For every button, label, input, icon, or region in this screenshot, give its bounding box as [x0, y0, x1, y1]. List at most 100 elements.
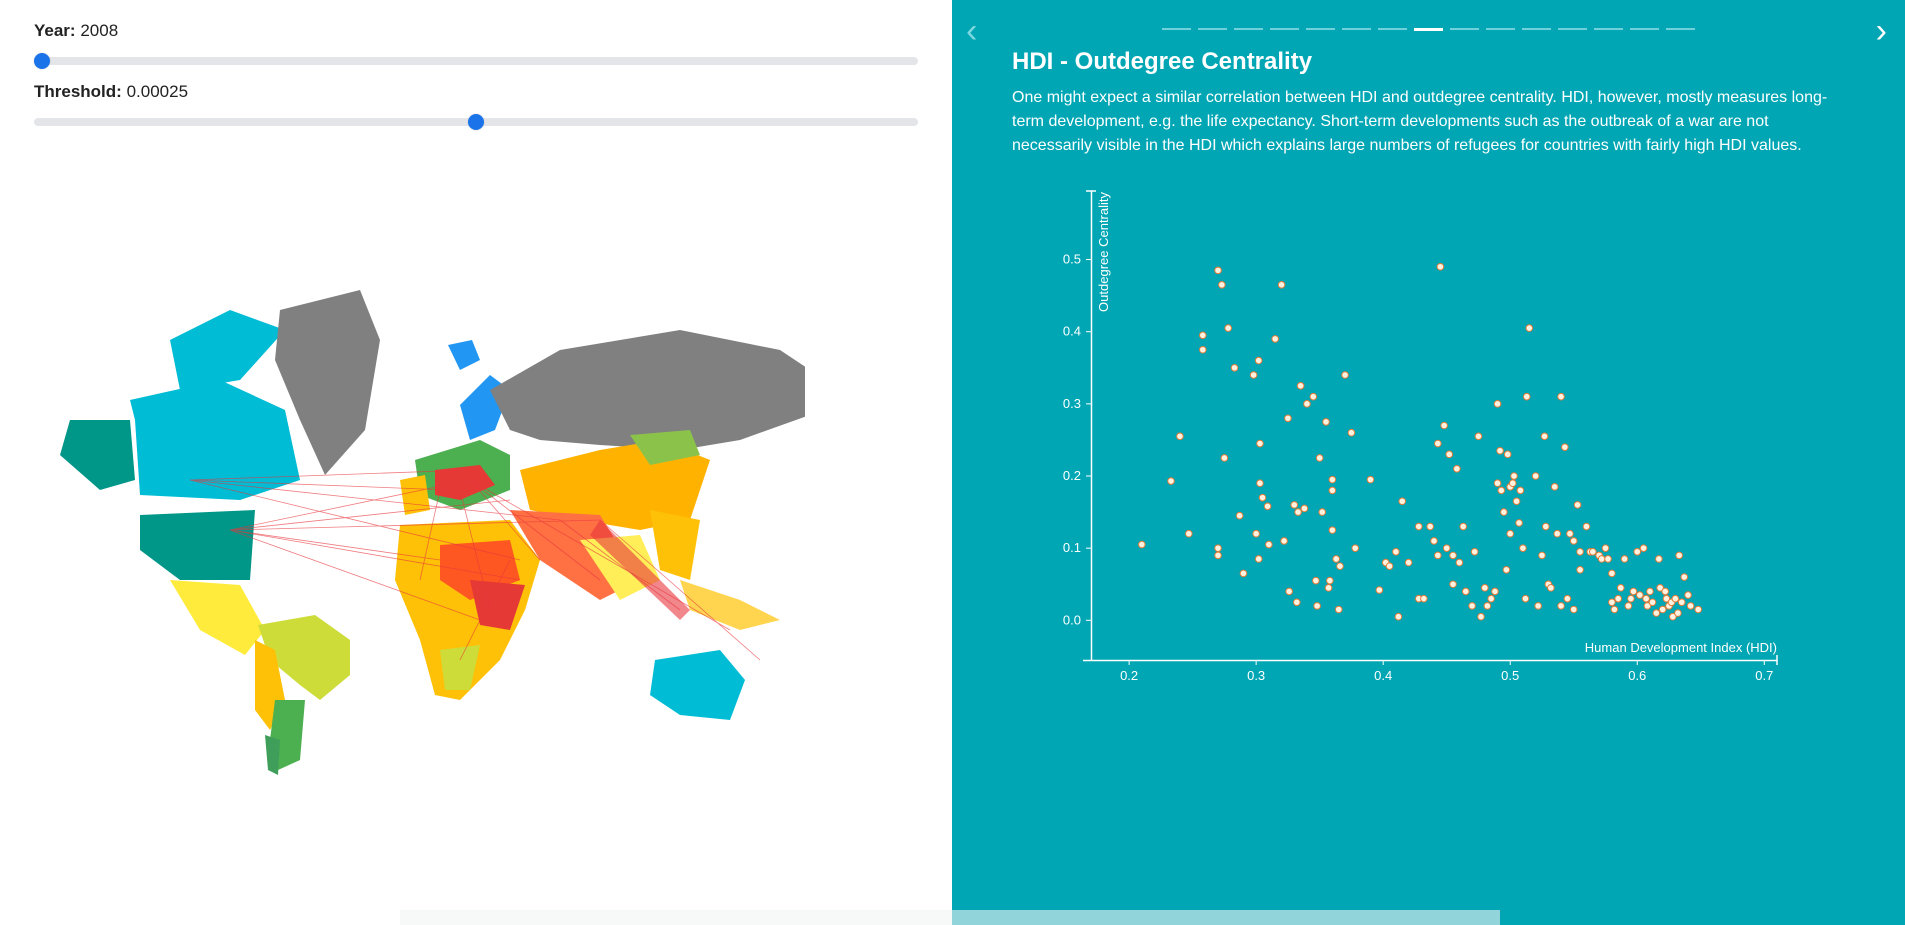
data-point[interactable]: [1508, 479, 1517, 488]
data-point[interactable]: [1328, 526, 1337, 534]
data-point[interactable]: [1515, 519, 1523, 527]
data-point[interactable]: [1375, 586, 1384, 594]
data-point[interactable]: [1541, 522, 1550, 531]
data-point[interactable]: [1235, 511, 1244, 520]
chevron-right-icon[interactable]: ›: [1875, 12, 1887, 50]
data-point[interactable]: [1318, 508, 1327, 516]
data-point[interactable]: [1576, 547, 1584, 556]
data-point[interactable]: [1483, 602, 1492, 610]
data-point[interactable]: [1553, 529, 1562, 538]
data-point[interactable]: [1434, 439, 1442, 448]
pager-dash[interactable]: [1270, 28, 1299, 30]
data-point[interactable]: [1258, 493, 1267, 502]
data-point[interactable]: [1351, 544, 1360, 552]
data-point[interactable]: [1516, 486, 1525, 495]
data-point[interactable]: [1398, 497, 1407, 506]
data-point[interactable]: [1332, 555, 1340, 563]
data-point[interactable]: [1608, 598, 1616, 607]
data-point[interactable]: [1296, 382, 1305, 390]
data-point[interactable]: [1328, 475, 1337, 484]
year-slider-thumb[interactable]: [34, 53, 50, 69]
data-point[interactable]: [1385, 562, 1394, 571]
data-point[interactable]: [1648, 598, 1657, 607]
data-point[interactable]: [1671, 594, 1680, 603]
pager-dash[interactable]: [1522, 28, 1551, 30]
year-slider[interactable]: [34, 53, 918, 69]
data-point[interactable]: [1474, 432, 1483, 441]
data-point[interactable]: [1563, 594, 1572, 603]
data-point[interactable]: [1313, 602, 1321, 610]
data-point[interactable]: [1455, 558, 1464, 567]
greenland[interactable]: [275, 290, 380, 475]
data-point[interactable]: [1176, 432, 1184, 441]
asia[interactable]: [510, 430, 780, 630]
pager-dash[interactable]: [1306, 28, 1335, 30]
pager-dash[interactable]: [1198, 28, 1227, 30]
data-point[interactable]: [1220, 454, 1229, 462]
data-point[interactable]: [1315, 454, 1324, 462]
data-point[interactable]: [1652, 609, 1661, 617]
data-point[interactable]: [1347, 428, 1356, 437]
south-america[interactable]: [255, 615, 350, 775]
data-point[interactable]: [1285, 587, 1293, 596]
data-point[interactable]: [1493, 400, 1502, 408]
russia[interactable]: [490, 330, 805, 450]
data-point[interactable]: [1502, 566, 1511, 574]
data-point[interactable]: [1566, 529, 1574, 538]
data-point[interactable]: [1491, 587, 1499, 596]
data-point[interactable]: [1582, 522, 1591, 531]
data-point[interactable]: [1604, 555, 1612, 563]
data-point[interactable]: [1569, 537, 1578, 545]
data-point[interactable]: [1646, 587, 1654, 596]
data-point[interactable]: [1677, 598, 1686, 607]
threshold-slider-thumb[interactable]: [468, 114, 484, 130]
pager-dash[interactable]: [1234, 28, 1263, 30]
data-point[interactable]: [1680, 573, 1689, 581]
data-point[interactable]: [1684, 591, 1692, 599]
data-point[interactable]: [1336, 562, 1344, 571]
data-point[interactable]: [1322, 418, 1330, 426]
data-point[interactable]: [1263, 502, 1272, 511]
data-point[interactable]: [1442, 544, 1451, 552]
data-point[interactable]: [1239, 569, 1248, 578]
data-point[interactable]: [1656, 584, 1664, 592]
horizontal-scrollbar[interactable]: [400, 910, 1500, 925]
data-point[interactable]: [1531, 472, 1540, 480]
data-point[interactable]: [1256, 479, 1264, 488]
data-point[interactable]: [1284, 414, 1292, 423]
data-point[interactable]: [1694, 605, 1703, 614]
data-point[interactable]: [1614, 594, 1623, 603]
data-point[interactable]: [1214, 544, 1222, 552]
data-point[interactable]: [1341, 371, 1349, 379]
data-point[interactable]: [1293, 598, 1301, 607]
data-point[interactable]: [1629, 587, 1638, 596]
pager-dash[interactable]: [1558, 28, 1587, 30]
world-map[interactable]: [40, 280, 805, 780]
data-point[interactable]: [1218, 281, 1226, 289]
data-point[interactable]: [1655, 555, 1663, 563]
data-point[interactable]: [1230, 363, 1239, 372]
data-point[interactable]: [1449, 580, 1457, 589]
pager-dash[interactable]: [1666, 28, 1695, 30]
data-point[interactable]: [1561, 443, 1569, 451]
data-point[interactable]: [1324, 584, 1333, 592]
data-point[interactable]: [1497, 486, 1506, 495]
pager-dash[interactable]: [1630, 28, 1659, 30]
data-point[interactable]: [1334, 605, 1343, 614]
data-point[interactable]: [1601, 544, 1610, 552]
data-point[interactable]: [1328, 486, 1337, 495]
data-point[interactable]: [1521, 594, 1530, 603]
data-point[interactable]: [1477, 612, 1485, 621]
data-point[interactable]: [1510, 472, 1518, 480]
pager-dash[interactable]: [1486, 28, 1515, 30]
data-point[interactable]: [1493, 479, 1502, 488]
data-point[interactable]: [1540, 432, 1549, 441]
data-point[interactable]: [1573, 501, 1582, 509]
data-point[interactable]: [1420, 594, 1428, 603]
data-point[interactable]: [1459, 522, 1468, 531]
data-point[interactable]: [1481, 584, 1489, 592]
data-point[interactable]: [1214, 266, 1222, 275]
pager-dash[interactable]: [1342, 28, 1371, 30]
north-america[interactable]: [60, 310, 300, 655]
data-point[interactable]: [1557, 602, 1565, 610]
